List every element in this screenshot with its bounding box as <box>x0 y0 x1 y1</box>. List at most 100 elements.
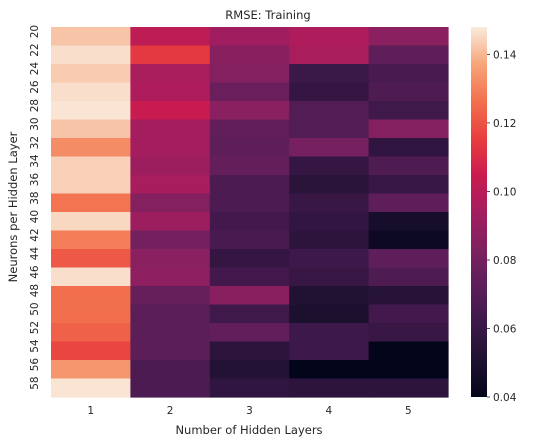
heatmap-cell <box>289 369 370 380</box>
x-tick-label: 2 <box>167 405 174 417</box>
heatmap-cell <box>130 36 211 47</box>
heatmap-cell <box>289 138 370 148</box>
heatmap-cell <box>130 332 211 343</box>
heatmap-cell <box>209 54 290 65</box>
colorbar-tick-label: 0.14 <box>493 49 517 61</box>
heatmap-cell <box>289 36 370 47</box>
heatmap-cell <box>289 387 370 398</box>
heatmap-cell <box>209 313 290 324</box>
heatmap-cell <box>289 202 370 213</box>
heatmap-cell <box>209 110 290 121</box>
heatmap-cell <box>51 165 131 176</box>
x-tick-label: 1 <box>87 405 94 417</box>
heatmap-cell <box>289 156 370 167</box>
heatmap-cell <box>289 304 370 315</box>
heatmap-cell <box>130 138 211 148</box>
heatmap-cell <box>289 249 370 259</box>
heatmap-cell <box>209 36 290 47</box>
heatmap-cell <box>51 101 131 111</box>
heatmap-cell <box>289 276 370 287</box>
heatmap-cell <box>51 387 131 398</box>
heatmap-cell <box>368 175 449 185</box>
heatmap-cell <box>130 147 211 158</box>
heatmap-cell <box>368 184 449 195</box>
heatmap-cell <box>51 193 131 204</box>
heatmap-cell <box>209 119 290 130</box>
heatmap-cell <box>51 147 131 158</box>
heatmap-cell <box>51 82 131 93</box>
heatmap-cell <box>289 323 370 333</box>
heatmap-cell <box>51 91 131 102</box>
heatmap-cell <box>209 230 290 241</box>
heatmap-cell <box>209 267 290 278</box>
heatmap-cell <box>209 360 290 370</box>
heatmap-cell <box>368 193 449 204</box>
heatmap-cell <box>289 221 370 232</box>
heatmap-cell <box>209 323 290 333</box>
heatmap-cell <box>368 387 449 398</box>
x-axis-label: Number of Hidden Layers <box>175 423 322 437</box>
heatmap-cell <box>51 64 131 74</box>
heatmap-cell <box>368 323 449 333</box>
heatmap-cell <box>368 110 449 121</box>
heatmap-cell <box>368 101 449 111</box>
heatmap-cell <box>51 323 131 333</box>
heatmap-cell <box>289 313 370 324</box>
heatmap-cell <box>289 341 370 352</box>
heatmap-cell <box>289 286 370 296</box>
heatmap-cell <box>51 36 131 47</box>
heatmap-cell <box>51 54 131 65</box>
heatmap-cell <box>130 82 211 93</box>
x-axis-ticks: 1 2 3 4 5 <box>87 405 411 417</box>
heatmap-cell <box>209 295 290 306</box>
colorbar-tick-label: 0.12 <box>493 118 516 130</box>
y-tick-label: 52 <box>29 321 41 334</box>
heatmap-cell <box>130 323 211 333</box>
heatmap-cell <box>289 239 370 250</box>
y-tick-label: 44 <box>29 247 41 261</box>
heatmap-cell <box>368 82 449 93</box>
heatmap-cell <box>209 304 290 315</box>
heatmap-cell <box>368 295 449 306</box>
heatmap-cell <box>368 313 449 324</box>
y-axis-label: Neurons per Hidden Layer <box>6 131 20 282</box>
y-tick-label: 30 <box>29 117 41 130</box>
heatmap-cell <box>51 295 131 306</box>
heatmap-cell <box>368 147 449 158</box>
heatmap-cell <box>130 54 211 65</box>
heatmap-cell <box>130 27 211 37</box>
y-tick-label: 50 <box>29 302 41 315</box>
heatmap-cell <box>368 258 449 269</box>
heatmap-cell <box>130 258 211 269</box>
heatmap-cell <box>51 332 131 343</box>
heatmap-cell <box>289 295 370 306</box>
heatmap-cell <box>130 73 211 84</box>
heatmap-cell <box>51 239 131 250</box>
heatmap-cell <box>209 276 290 287</box>
heatmap-cell <box>289 230 370 241</box>
heatmap-cell <box>130 304 211 315</box>
heatmap-cell <box>51 27 131 37</box>
heatmap-cells <box>51 27 449 398</box>
heatmap-cell <box>368 202 449 213</box>
heatmap-cell <box>368 165 449 176</box>
heatmap-cell <box>209 165 290 176</box>
heatmap-cell <box>209 332 290 343</box>
heatmap-cell <box>51 156 131 167</box>
heatmap-cell <box>289 91 370 102</box>
heatmap-cell <box>51 45 131 56</box>
heatmap-cell <box>368 156 449 167</box>
heatmap-cell <box>51 175 131 185</box>
heatmap-cell <box>209 27 290 37</box>
heatmap-cell <box>289 267 370 278</box>
y-tick-label: 22 <box>29 43 41 56</box>
heatmap-cell <box>130 387 211 398</box>
heatmap-cell <box>130 119 211 130</box>
heatmap-cell <box>51 221 131 232</box>
heatmap-cell <box>289 101 370 111</box>
heatmap-cell <box>130 295 211 306</box>
heatmap-cell <box>209 286 290 296</box>
colorbar <box>471 27 487 397</box>
heatmap-cell <box>130 239 211 250</box>
heatmap-cell <box>368 54 449 65</box>
